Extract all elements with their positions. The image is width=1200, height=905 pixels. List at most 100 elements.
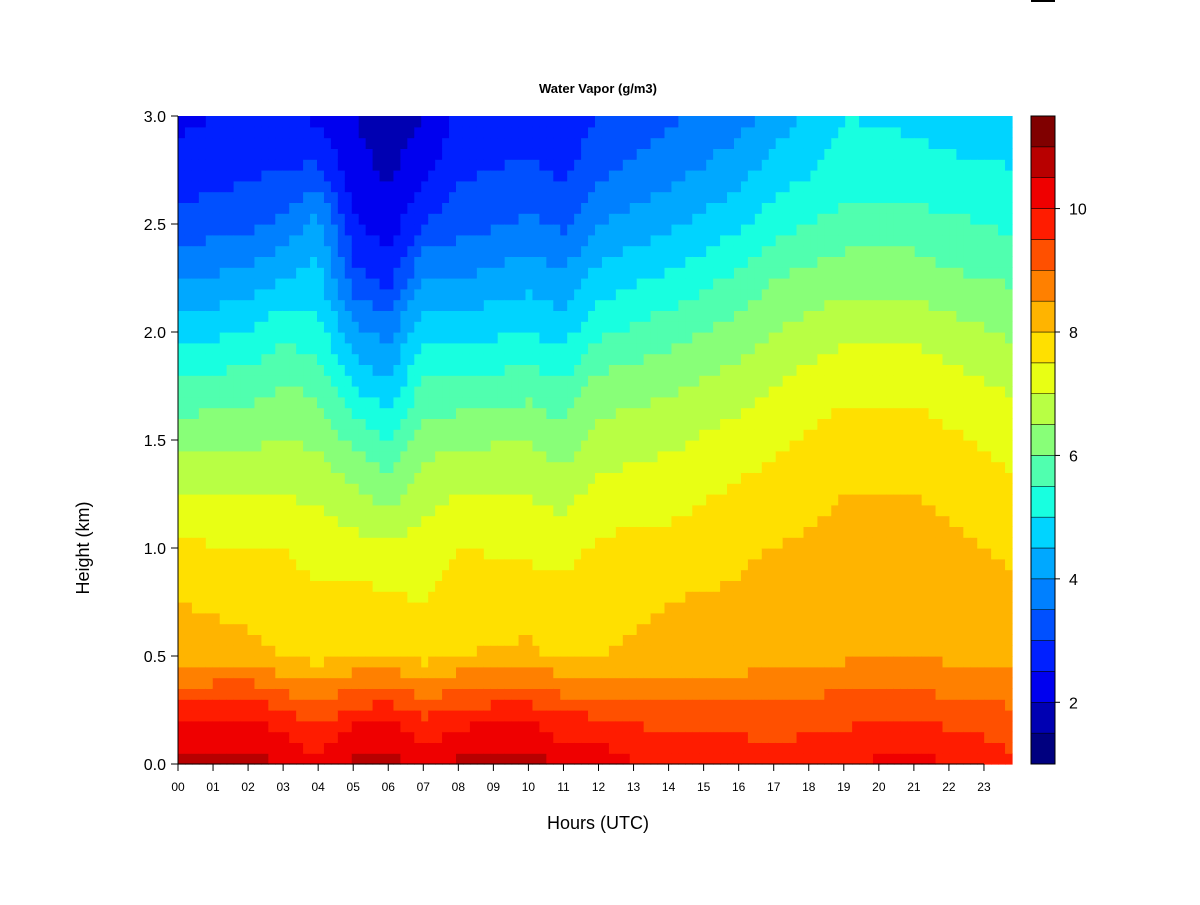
heatmap-cell — [615, 461, 624, 473]
heatmap-cell — [198, 407, 207, 419]
heatmap-cell — [671, 375, 679, 387]
heatmap-cell — [317, 429, 325, 441]
heatmap-cell — [608, 742, 617, 754]
heatmap-cell — [400, 332, 408, 344]
heatmap-cell — [296, 515, 304, 527]
heatmap-cell — [310, 288, 318, 301]
heatmap-cell — [560, 321, 568, 333]
heatmap-cell — [261, 472, 269, 484]
heatmap-cell — [664, 645, 673, 657]
heatmap-cell — [268, 429, 276, 441]
heatmap-cell — [476, 364, 485, 376]
heatmap-cell — [212, 656, 221, 668]
heatmap-cell — [428, 288, 436, 301]
heatmap-cell — [546, 580, 554, 592]
heatmap-cell — [490, 450, 499, 463]
heatmap-cell — [608, 386, 617, 398]
heatmap-cell — [740, 418, 749, 430]
heatmap-cell — [539, 418, 547, 430]
heatmap-cell — [247, 299, 256, 311]
heatmap-cell — [740, 299, 749, 311]
heatmap-cell — [282, 234, 290, 247]
heatmap-cell — [289, 396, 297, 409]
heatmap-cell — [330, 321, 339, 333]
heatmap-cell — [407, 731, 415, 743]
heatmap-cell — [240, 375, 249, 387]
heatmap-cell — [664, 548, 673, 560]
heatmap-cell — [184, 342, 193, 355]
heatmap-cell — [733, 418, 742, 430]
heatmap-cell — [608, 483, 617, 495]
heatmap-cell — [254, 731, 262, 743]
heatmap-cell — [358, 396, 367, 409]
heatmap-cell — [553, 191, 561, 203]
heatmap-cell — [629, 753, 638, 765]
heatmap-cell — [365, 548, 374, 560]
heatmap-cell — [525, 688, 534, 700]
heatmap-cell — [685, 450, 693, 463]
heatmap-cell — [636, 159, 645, 171]
heatmap-cell — [184, 688, 193, 700]
heatmap-cell — [330, 310, 339, 322]
heatmap-cell — [657, 126, 666, 139]
heatmap-cell — [365, 245, 374, 257]
heatmap-cell — [275, 429, 283, 441]
heatmap-cell — [393, 321, 401, 333]
heatmap-cell — [615, 364, 624, 376]
heatmap-cell — [518, 267, 527, 279]
heatmap-cell — [344, 148, 353, 160]
heatmap-cell — [678, 731, 686, 743]
heatmap-cell — [205, 386, 214, 398]
heatmap-cell — [414, 396, 422, 409]
heatmap-cell — [351, 288, 360, 301]
heatmap-cell — [560, 310, 568, 322]
heatmap-cell — [595, 137, 603, 149]
heatmap-cell — [330, 580, 339, 592]
heatmap-cell — [490, 170, 499, 182]
heatmap-cell — [733, 602, 742, 614]
heatmap-cell — [407, 677, 415, 689]
heatmap-cell — [747, 677, 756, 689]
heatmap-cell — [706, 710, 714, 722]
heatmap-cell — [664, 256, 673, 268]
heatmap-cell — [713, 418, 721, 430]
heatmap-cell — [733, 234, 742, 247]
heatmap-cell — [330, 202, 339, 214]
heatmap-cell — [330, 602, 339, 614]
heatmap-cell — [351, 677, 360, 689]
heatmap-cell — [615, 656, 624, 668]
heatmap-cell — [511, 710, 520, 722]
heatmap-cell — [247, 699, 256, 711]
heatmap-cell — [539, 224, 547, 236]
heatmap-cell — [282, 461, 290, 473]
heatmap-cell — [713, 407, 721, 419]
heatmap-cell — [504, 612, 513, 625]
heatmap-cell — [671, 461, 679, 473]
heatmap-cell — [588, 742, 596, 754]
heatmap-cell — [178, 278, 186, 290]
heatmap-cell — [191, 742, 200, 754]
heatmap-cell — [289, 580, 297, 592]
heatmap-cell — [532, 569, 540, 581]
heatmap-cell — [421, 515, 429, 527]
heatmap-cell — [310, 731, 318, 743]
heatmap-cell — [372, 364, 381, 376]
heatmap-cell — [351, 753, 360, 765]
heatmap-cell — [400, 623, 408, 635]
heatmap-cell — [733, 256, 742, 268]
heatmap-cell — [219, 342, 228, 355]
heatmap-cell — [608, 558, 617, 571]
heatmap-cell — [365, 612, 374, 625]
heatmap-cell — [310, 720, 318, 733]
heatmap-cell — [351, 299, 360, 311]
heatmap-cell — [456, 537, 464, 549]
heatmap-cell — [198, 710, 207, 722]
heatmap-cell — [184, 569, 193, 581]
heatmap-cell — [546, 224, 554, 236]
heatmap-cell — [219, 170, 228, 182]
heatmap-cell — [282, 267, 290, 279]
heatmap-cell — [727, 612, 735, 625]
heatmap-cell — [727, 710, 735, 722]
heatmap-cell — [282, 569, 290, 581]
heatmap-cell — [664, 612, 673, 625]
